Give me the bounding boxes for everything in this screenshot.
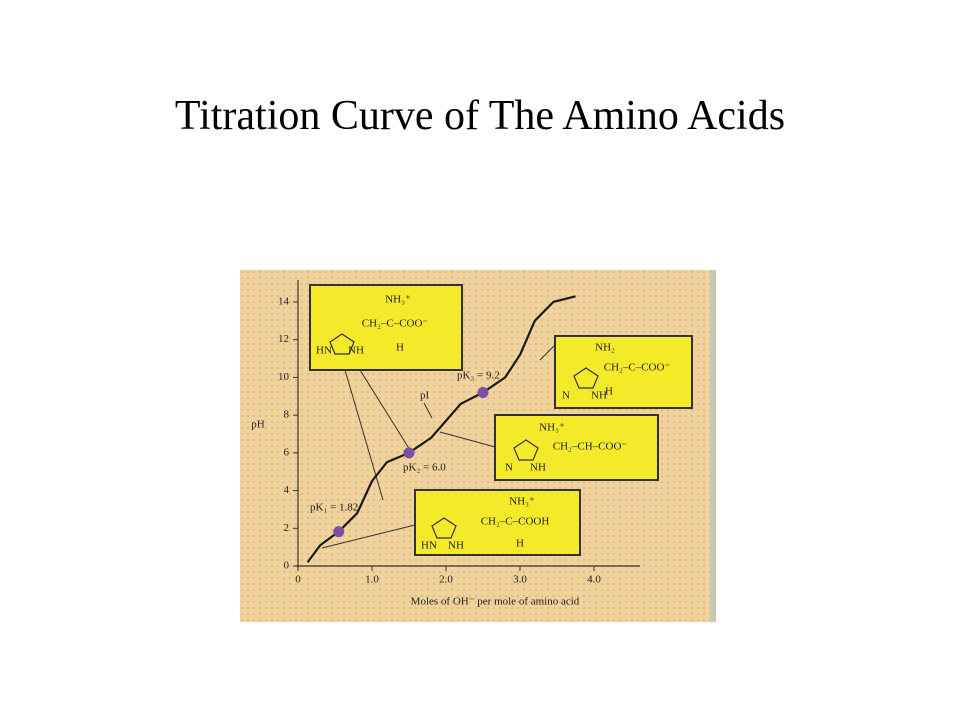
y-axis-label: pH — [251, 419, 265, 431]
y-tick-label: 6 — [284, 446, 290, 458]
structure-text: NH₃⁺ — [385, 294, 411, 306]
pk-point — [477, 386, 489, 398]
structure-text: CH₂–C–COOH — [481, 516, 550, 528]
structure-text: H — [516, 538, 524, 550]
y-tick-label: 12 — [278, 333, 289, 345]
pk-point — [403, 447, 415, 459]
structure-text: N — [562, 390, 570, 402]
y-tick-label: 4 — [284, 484, 290, 496]
structure-text: CH₂–C–COO⁻ — [604, 362, 671, 374]
structure-text: HN — [421, 540, 437, 552]
imidazole-rings — [329, 333, 599, 539]
pk-label: pK₃ = 9.2 — [457, 370, 500, 382]
structure-text: NH — [530, 462, 546, 474]
x-tick-label: 2.0 — [439, 574, 453, 586]
leader-lines — [321, 344, 556, 549]
structure-text: NH — [348, 345, 364, 357]
pk-point — [333, 526, 345, 538]
titration-curve — [306, 295, 576, 563]
axes — [296, 280, 640, 568]
structure-text: NH — [591, 390, 607, 402]
x-tick-label: 4.0 — [587, 574, 601, 586]
structure-text: NH — [448, 540, 464, 552]
structure-text: HN — [316, 345, 332, 357]
y-tick-label: 14 — [278, 295, 290, 307]
structure-text: CH₂–CH–COO⁻ — [553, 441, 628, 453]
structure-text: CH₂–C–COO⁻ — [362, 318, 429, 330]
structure-boxes — [309, 284, 693, 556]
structure-text: H — [605, 386, 613, 398]
x-tick-label: 0 — [295, 574, 301, 586]
pk-label: pK₂ = 6.0 — [403, 462, 446, 474]
slide-title: Titration Curve of The Amino Acids — [174, 93, 786, 139]
pi-label: pI — [420, 390, 430, 402]
y-tick-label: 0 — [284, 560, 290, 572]
y-tick-label: 10 — [278, 371, 290, 383]
structure-text: NH₃⁺ — [509, 496, 535, 508]
y-tick-label: 8 — [284, 409, 290, 421]
y-tick-label: 2 — [284, 522, 290, 534]
structure-text: NH₂ — [595, 342, 615, 354]
structure-text: H — [396, 342, 404, 354]
structure-text: N — [505, 462, 513, 474]
x-axis-label: Moles of OH⁻ per mole of amino acid — [411, 596, 580, 608]
x-tick-label: 3.0 — [513, 574, 527, 586]
x-tick-label: 1.0 — [365, 574, 379, 586]
structure-text: NH₃⁺ — [539, 422, 565, 434]
figure-edge — [710, 270, 716, 622]
pk-label: pK₁ = 1.82 — [310, 502, 358, 514]
